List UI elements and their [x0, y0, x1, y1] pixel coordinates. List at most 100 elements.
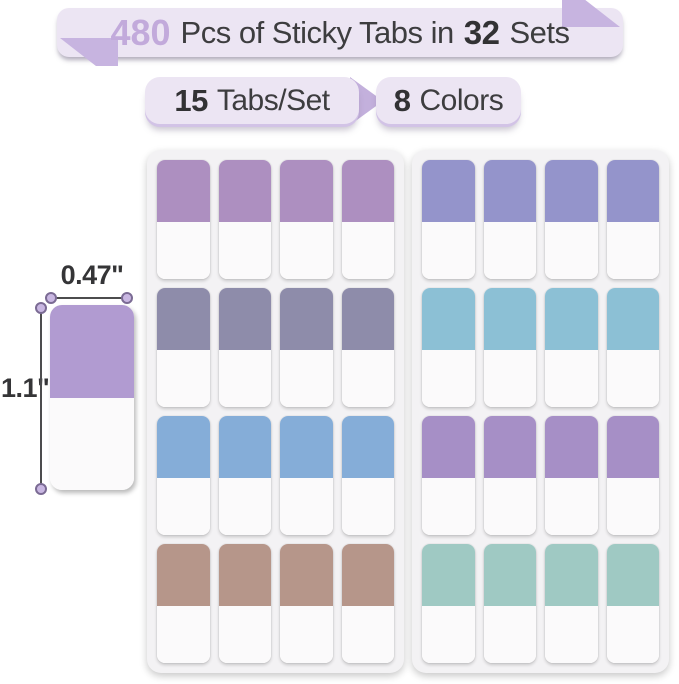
sticky-tab-seafoam-teal — [483, 544, 536, 663]
tab-adhesive-area — [280, 221, 333, 279]
dimension-endpoint-dot — [121, 292, 133, 304]
tab-adhesive-area — [606, 477, 659, 535]
width-dimension-line — [45, 292, 133, 304]
tabs-per-set-number: 15 — [174, 82, 208, 118]
tabs-per-set-label: Tabs/Set — [216, 83, 330, 117]
tab-colored-flag — [483, 288, 536, 350]
sticky-tab-slate-lavender — [280, 288, 333, 407]
tab-sheet-right — [412, 150, 669, 673]
tab-adhesive-area — [157, 349, 210, 407]
tab-adhesive-area — [545, 477, 598, 535]
tab-adhesive-area — [341, 349, 394, 407]
sticky-tab-light-purple — [422, 416, 475, 535]
sticky-tab-mauve-purple — [280, 160, 333, 279]
badge-tabs-per-set: 15 Tabs/Set — [145, 77, 359, 124]
tab-adhesive-area — [218, 477, 271, 535]
sticky-tab-slate-lavender — [157, 288, 210, 407]
sticky-tab-steel-blue — [341, 416, 394, 535]
tab-adhesive-area — [280, 477, 333, 535]
color-count-label: Colors — [419, 83, 504, 117]
set-count: 32 — [463, 13, 500, 51]
tab-adhesive-area — [218, 221, 271, 279]
tab-adhesive-area — [545, 221, 598, 279]
tab-adhesive-area — [157, 605, 210, 663]
sample-tab-adhesive-area — [50, 397, 134, 490]
sticky-tab-steel-blue — [157, 416, 210, 535]
tab-adhesive-area — [606, 349, 659, 407]
tab-adhesive-area — [606, 605, 659, 663]
tab-colored-flag — [545, 288, 598, 350]
tab-adhesive-area — [483, 477, 536, 535]
sticky-tab-seafoam-teal — [422, 544, 475, 663]
color-count-number: 8 — [393, 82, 411, 118]
tab-adhesive-area — [545, 349, 598, 407]
sticky-tab-periwinkle — [422, 160, 475, 279]
tab-colored-flag — [280, 160, 333, 222]
sticky-tab-light-purple — [483, 416, 536, 535]
badge-color-count: 8 Colors — [376, 77, 521, 124]
sticky-tab-sky-blue — [483, 288, 536, 407]
tab-colored-flag — [545, 160, 598, 222]
sticky-tab-mauve-purple — [341, 160, 394, 279]
sample-tab-colored-flag — [50, 305, 134, 398]
sticky-tab-steel-blue — [280, 416, 333, 535]
sticky-tab-taupe-brown — [341, 544, 394, 663]
tab-adhesive-area — [606, 221, 659, 279]
height-dimension-line — [35, 302, 47, 495]
sticky-tab-slate-lavender — [218, 288, 271, 407]
tab-colored-flag — [545, 544, 598, 606]
sticky-tab-light-purple — [606, 416, 659, 535]
sticky-tab-mauve-purple — [157, 160, 210, 279]
sticky-tab-seafoam-teal — [545, 544, 598, 663]
top-banner: 480 Pcs of Sticky Tabs in 32 Sets — [57, 8, 623, 57]
tab-adhesive-area — [280, 349, 333, 407]
tab-colored-flag — [483, 160, 536, 222]
sticky-tab-light-purple — [545, 416, 598, 535]
tab-colored-flag — [422, 288, 475, 350]
tab-adhesive-area — [483, 349, 536, 407]
tab-colored-flag — [341, 160, 394, 222]
sticky-tab-taupe-brown — [157, 544, 210, 663]
sample-tab — [50, 305, 134, 490]
tab-adhesive-area — [157, 477, 210, 535]
tab-colored-flag — [483, 544, 536, 606]
sticky-tab-steel-blue — [218, 416, 271, 535]
tab-colored-flag — [280, 416, 333, 478]
tab-adhesive-area — [157, 221, 210, 279]
tab-colored-flag — [218, 160, 271, 222]
tab-colored-flag — [157, 416, 210, 478]
sticky-tab-slate-lavender — [341, 288, 394, 407]
tab-colored-flag — [218, 416, 271, 478]
tab-colored-flag — [218, 288, 271, 350]
sticky-tab-periwinkle — [545, 160, 598, 279]
tab-adhesive-area — [218, 605, 271, 663]
tab-adhesive-area — [483, 605, 536, 663]
sticky-tab-periwinkle — [606, 160, 659, 279]
width-dimension-label: 0.47" — [60, 260, 124, 290]
tab-colored-flag — [606, 416, 659, 478]
sticky-tab-taupe-brown — [218, 544, 271, 663]
banner-text: Pcs of Sticky Tabs in — [180, 14, 455, 50]
sticky-tab-sky-blue — [545, 288, 598, 407]
tab-colored-flag — [280, 544, 333, 606]
banner-text-sets: Sets — [509, 14, 570, 50]
tab-adhesive-area — [341, 221, 394, 279]
tab-adhesive-area — [341, 605, 394, 663]
tab-colored-flag — [422, 544, 475, 606]
piece-count: 480 — [110, 11, 171, 53]
tab-adhesive-area — [422, 221, 475, 279]
sticky-tab-seafoam-teal — [606, 544, 659, 663]
tab-colored-flag — [606, 160, 659, 222]
tab-colored-flag — [341, 416, 394, 478]
tab-colored-flag — [157, 288, 210, 350]
tab-adhesive-area — [341, 477, 394, 535]
tab-adhesive-area — [422, 605, 475, 663]
tab-adhesive-area — [422, 349, 475, 407]
tab-colored-flag — [483, 416, 536, 478]
height-dimension-label: 1.1" — [1, 373, 50, 403]
sticky-tab-periwinkle — [483, 160, 536, 279]
tab-colored-flag — [280, 288, 333, 350]
tab-sheet-left — [147, 150, 404, 673]
sticky-tab-sky-blue — [422, 288, 475, 407]
